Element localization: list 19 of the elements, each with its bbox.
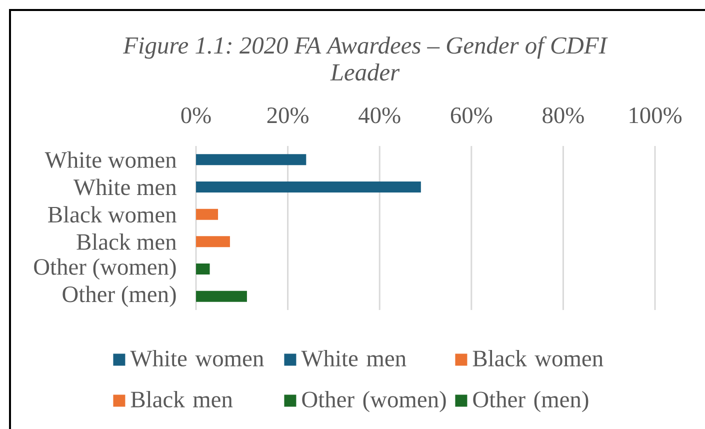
legend-label: Other (men) bbox=[473, 390, 588, 412]
x-tick-label: 100% bbox=[630, 107, 682, 124]
legend-label: Other (women) bbox=[302, 390, 446, 412]
x-tick-label: 60% bbox=[450, 107, 492, 124]
y-tick-label: White men bbox=[73, 178, 176, 196]
x-tick-label: 80% bbox=[542, 107, 584, 124]
legend-label: Black men bbox=[130, 390, 233, 408]
x-tick-label: 20% bbox=[267, 107, 308, 124]
x-tick-label: 40% bbox=[358, 107, 400, 124]
y-tick-label: Other (women) bbox=[34, 258, 176, 280]
y-tick-label: White women bbox=[44, 151, 176, 168]
y-tick-label: Other (men) bbox=[62, 286, 176, 307]
chart-title: Figure 1.1: 2020 FA Awardees – Gender of CDFI Leader bbox=[122, 36, 608, 81]
y-tick-label: Black men bbox=[76, 233, 176, 250]
y-tick-label: Black women bbox=[48, 206, 176, 223]
legend-label: Black women bbox=[472, 350, 604, 366]
x-tick-label: 0% bbox=[181, 107, 211, 124]
legend-label: White women bbox=[130, 350, 264, 367]
legend-label: White men bbox=[301, 350, 406, 367]
